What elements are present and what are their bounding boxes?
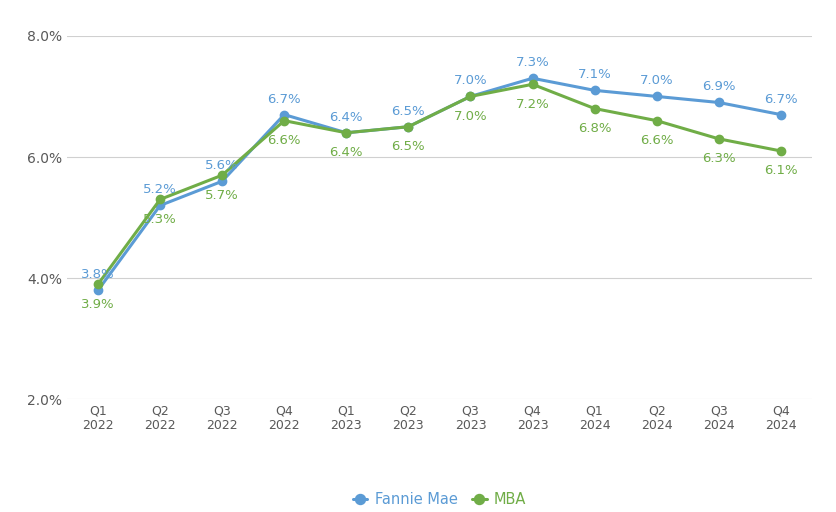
Text: 6.1%: 6.1% bbox=[763, 164, 797, 177]
Text: 6.7%: 6.7% bbox=[763, 93, 797, 105]
MBA bbox=[527, 81, 537, 88]
MBA bbox=[403, 123, 413, 130]
Text: 5.6%: 5.6% bbox=[205, 159, 239, 172]
MBA bbox=[155, 196, 165, 202]
Fannie Mae bbox=[279, 112, 289, 118]
Text: 5.2%: 5.2% bbox=[143, 183, 176, 197]
Fannie Mae bbox=[403, 123, 413, 130]
Text: 7.0%: 7.0% bbox=[639, 74, 673, 88]
Legend: Fannie Mae, MBA: Fannie Mae, MBA bbox=[346, 486, 532, 512]
MBA bbox=[217, 172, 227, 178]
MBA bbox=[713, 136, 723, 142]
MBA bbox=[651, 118, 661, 124]
MBA bbox=[341, 130, 351, 136]
Text: 5.3%: 5.3% bbox=[143, 213, 176, 226]
Text: 3.9%: 3.9% bbox=[81, 297, 115, 311]
Fannie Mae bbox=[217, 178, 227, 184]
Fannie Mae bbox=[775, 112, 785, 118]
Fannie Mae bbox=[527, 75, 537, 81]
MBA bbox=[279, 118, 289, 124]
Text: 7.0%: 7.0% bbox=[453, 74, 487, 88]
Fannie Mae bbox=[465, 93, 475, 99]
Text: 6.6%: 6.6% bbox=[640, 134, 673, 147]
Fannie Mae bbox=[651, 93, 661, 99]
MBA bbox=[589, 105, 599, 112]
MBA bbox=[93, 281, 103, 287]
Text: 6.3%: 6.3% bbox=[701, 152, 735, 165]
Text: 7.1%: 7.1% bbox=[577, 68, 611, 81]
Text: 6.5%: 6.5% bbox=[391, 104, 425, 118]
Text: 6.7%: 6.7% bbox=[267, 93, 301, 105]
Text: 7.0%: 7.0% bbox=[453, 110, 487, 123]
Text: 6.6%: 6.6% bbox=[268, 134, 301, 147]
Fannie Mae bbox=[713, 99, 723, 105]
Text: 6.5%: 6.5% bbox=[391, 140, 425, 153]
Text: 6.8%: 6.8% bbox=[577, 122, 610, 135]
Fannie Mae bbox=[589, 87, 599, 93]
MBA bbox=[465, 93, 475, 99]
MBA bbox=[775, 148, 785, 154]
Line: Fannie Mae: Fannie Mae bbox=[94, 74, 784, 294]
Text: 7.2%: 7.2% bbox=[515, 98, 548, 111]
Fannie Mae bbox=[341, 130, 351, 136]
Text: 6.4%: 6.4% bbox=[329, 111, 363, 124]
Text: 3.8%: 3.8% bbox=[81, 268, 115, 281]
Fannie Mae bbox=[93, 287, 103, 293]
Text: 7.3%: 7.3% bbox=[515, 56, 548, 69]
Text: 5.7%: 5.7% bbox=[205, 188, 239, 202]
Text: 6.4%: 6.4% bbox=[329, 146, 363, 159]
Line: MBA: MBA bbox=[94, 80, 784, 288]
Fannie Mae bbox=[155, 202, 165, 208]
Text: 6.9%: 6.9% bbox=[701, 80, 735, 93]
